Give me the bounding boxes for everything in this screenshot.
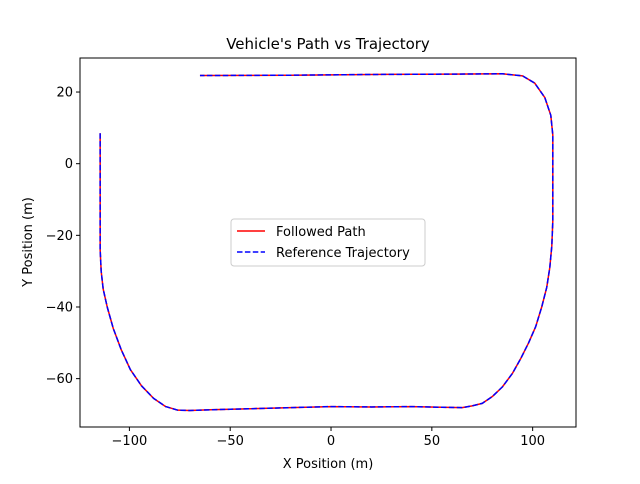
x-tick-label: 100 bbox=[520, 434, 545, 449]
y-tick-label: −20 bbox=[46, 229, 73, 244]
y-tick-label: 20 bbox=[56, 86, 73, 101]
legend-label-followed-path: Followed Path bbox=[276, 225, 366, 240]
legend: Followed Path Reference Trajectory bbox=[230, 218, 426, 267]
y-tick-label: 0 bbox=[65, 157, 73, 172]
chart-title: Vehicle's Path vs Trajectory bbox=[226, 35, 430, 53]
y-axis: −60 −40 −20 0 20 bbox=[46, 86, 80, 387]
legend-label-reference-trajectory: Reference Trajectory bbox=[276, 246, 410, 261]
x-tick-label: −50 bbox=[216, 434, 243, 449]
x-axis: −100 −50 0 50 100 bbox=[112, 427, 545, 449]
y-axis-label: Y Position (m) bbox=[21, 197, 36, 288]
x-axis-label: X Position (m) bbox=[283, 457, 374, 472]
x-tick-label: −100 bbox=[112, 434, 148, 449]
x-tick-label: 50 bbox=[424, 434, 441, 449]
legend-box bbox=[230, 218, 426, 267]
plot-frame bbox=[79, 57, 577, 428]
series-line-reference-trajectory bbox=[99, 73, 554, 412]
y-tick-label: −40 bbox=[46, 300, 73, 315]
series-layer bbox=[99, 73, 554, 412]
y-tick-label: −60 bbox=[46, 372, 73, 387]
x-tick-label: 0 bbox=[327, 434, 335, 449]
